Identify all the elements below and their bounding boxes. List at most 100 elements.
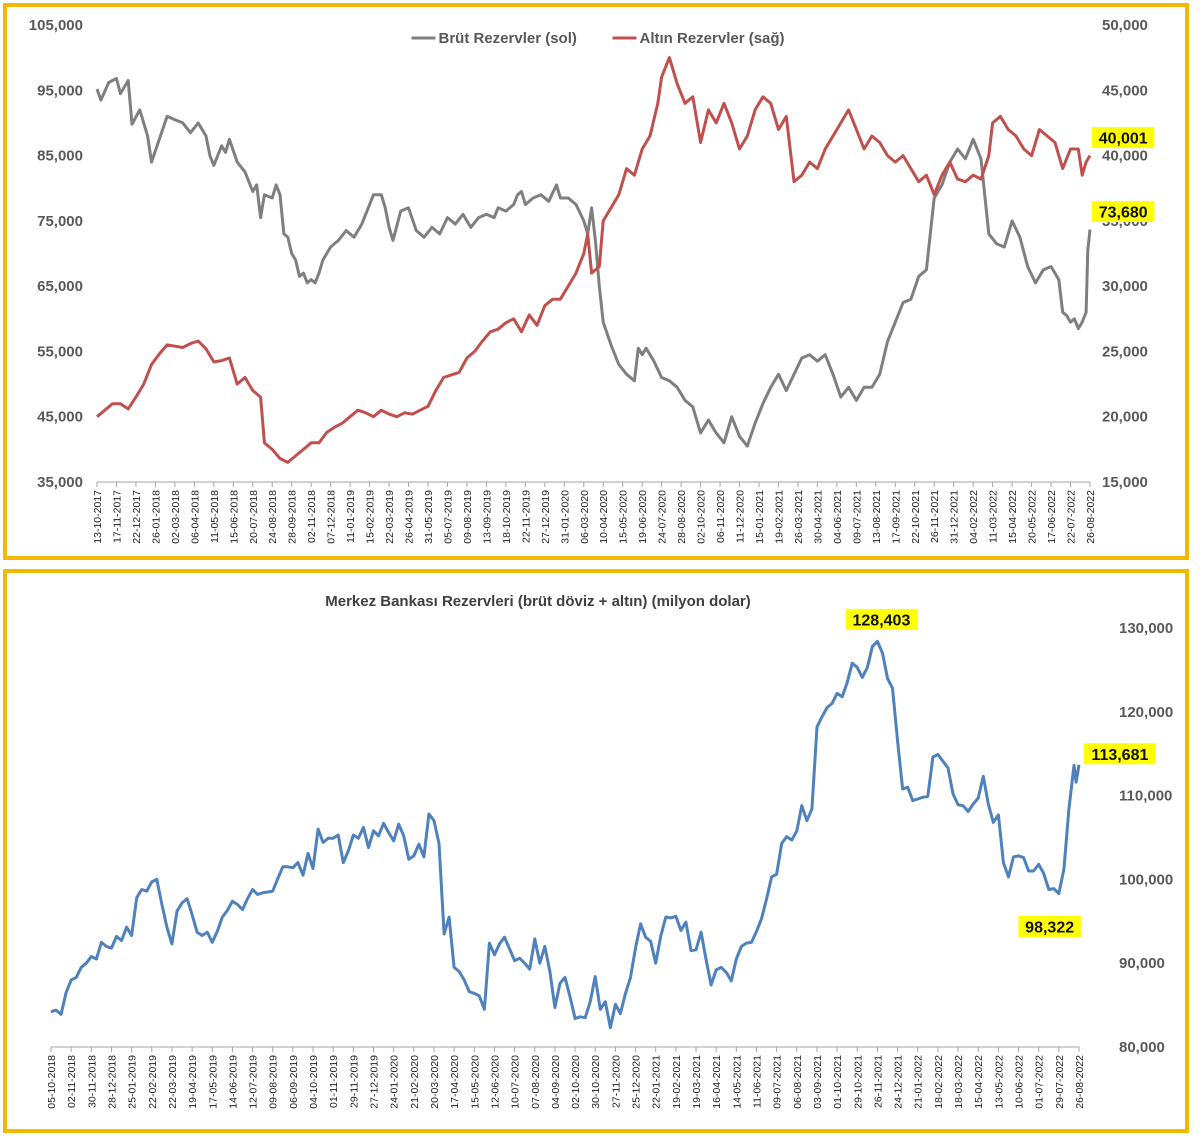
- x-tick-label: 30-04-2021: [812, 490, 824, 544]
- x-tick-label: 02-11-2018: [66, 1055, 78, 1108]
- x-tick-label: 01-10-2021: [832, 1055, 844, 1109]
- x-tick-label: 17-04-2020: [449, 1055, 461, 1109]
- y-left-tick-label: 75,000: [37, 213, 83, 230]
- x-tick-label: 15-05-2020: [618, 490, 630, 544]
- y-left-tick-label: 85,000: [37, 148, 83, 165]
- x-tick-label: 15-04-2022: [1007, 490, 1019, 544]
- x-tick-label: 15-04-2022: [973, 1055, 985, 1109]
- x-tick-label: 30-11-2018: [86, 1055, 98, 1108]
- x-tick-label: 09-08-2019: [268, 1055, 280, 1109]
- chart-panel-total-reserves: Merkez Bankası Rezervleri (brüt döviz + …: [3, 569, 1189, 1133]
- x-tick-label: 31-05-2019: [423, 490, 435, 544]
- x-tick-label: 19-02-2021: [671, 1055, 683, 1109]
- series-line-br-t-rezervler-sol: [95, 77, 1092, 448]
- y-left-tick-label: 65,000: [37, 278, 83, 295]
- x-tick-label: 26-03-2021: [793, 490, 805, 544]
- x-tick-label: 11-03-2022: [988, 490, 1000, 543]
- x-tick-label: 18-10-2019: [501, 490, 513, 544]
- x-tick-label: 15-06-2018: [228, 490, 240, 544]
- x-tick-label: 29-11-2019: [348, 1055, 360, 1108]
- x-tick-label: 09-08-2019: [462, 490, 474, 544]
- x-tick-label: 07-12-2018: [326, 490, 338, 544]
- x-tick-label: 28-08-2020: [676, 490, 688, 544]
- x-tick-label: 04-09-2020: [550, 1055, 562, 1109]
- x-tick-label: 10-04-2020: [598, 490, 610, 544]
- x-tick-label: 06-08-2021: [792, 1055, 804, 1109]
- callout-40-001-highlight: [1092, 127, 1155, 149]
- x-tick-label: 27-12-2019: [369, 1055, 381, 1109]
- x-tick-label: 25-01-2019: [127, 1055, 139, 1109]
- x-tick-label: 14-06-2019: [227, 1055, 239, 1109]
- x-tick-label: 11-01-2019: [345, 490, 357, 543]
- x-tick-label: 22-11-2019: [520, 490, 532, 543]
- x-tick-label: 27-12-2019: [540, 490, 552, 544]
- y-right-tick-label: 120,000: [1119, 704, 1173, 721]
- x-tick-label: 22-01-2021: [651, 1055, 663, 1109]
- x-tick-label: 17-11-2017: [111, 490, 123, 543]
- x-tick-label: 03-09-2021: [812, 1055, 824, 1109]
- x-tick-label: 16-04-2021: [711, 1055, 723, 1109]
- x-tick-label: 13-05-2022: [993, 1055, 1005, 1109]
- x-tick-label: 18-02-2022: [933, 1055, 945, 1109]
- x-tick-label: 06-03-2020: [579, 490, 591, 544]
- x-tick-label: 27-11-2020: [610, 1055, 622, 1108]
- x-tick-label: 19-06-2020: [637, 490, 649, 544]
- x-tick-label: 04-02-2022: [968, 490, 980, 544]
- callout-98-322-highlight: [1018, 915, 1081, 937]
- x-axis: 13-10-2017 17-11-2017 22-12-2017 26-01-2018…: [92, 482, 1097, 544]
- x-tick-label: 18-03-2022: [953, 1055, 965, 1109]
- x-tick-label: 22-10-2021: [910, 490, 922, 544]
- x-tick-label: 05-07-2019: [442, 490, 454, 544]
- y-right-tick-label: 50,000: [1102, 17, 1148, 34]
- x-tick-label: 24-08-2018: [267, 490, 279, 544]
- y-right-tick-label: 80,000: [1119, 1039, 1165, 1056]
- x-tick-label: 11-06-2021: [751, 1055, 763, 1108]
- y-left-tick-label: 35,000: [37, 474, 83, 491]
- x-tick-label: 24-07-2020: [657, 490, 669, 544]
- x-tick-label: 02-11-2018: [306, 490, 318, 543]
- x-tick-label: 13-09-2019: [481, 490, 493, 544]
- callout-73-680-highlight: [1092, 200, 1155, 222]
- x-tick-label: 01-11-2019: [328, 1055, 340, 1108]
- x-tick-label: 26-04-2019: [404, 490, 416, 544]
- callout-113-681: 113,681: [1091, 747, 1148, 764]
- y-axis-right: 15,00020,00025,00030,00035,00040,00045,0…: [1102, 17, 1148, 491]
- x-tick-label: 20-07-2018: [248, 490, 260, 544]
- y-right-tick-label: 100,000: [1119, 871, 1173, 888]
- x-tick-label: 09-07-2021: [772, 1055, 784, 1109]
- x-tick-label: 28-12-2018: [106, 1055, 118, 1109]
- series-line-alt-n-rezervler-sa: [96, 56, 1092, 464]
- callout-98-322: 98,322: [1025, 919, 1074, 936]
- x-axis: 05-10-2018 02-11-2018 30-11-2018 28-12-2018…: [46, 1047, 1086, 1109]
- x-tick-label: 21-01-2022: [913, 1055, 925, 1109]
- x-tick-label: 26-11-2021: [872, 1055, 884, 1108]
- x-tick-label: 26-01-2018: [150, 490, 162, 544]
- x-tick-label: 22-12-2017: [131, 490, 143, 544]
- x-tick-label: 28-09-2018: [287, 490, 299, 544]
- x-tick-label: 15-05-2020: [469, 1055, 481, 1109]
- y-right-tick-label: 25,000: [1102, 343, 1148, 360]
- x-tick-label: 13-08-2021: [871, 490, 883, 544]
- y-left-tick-label: 45,000: [37, 409, 83, 426]
- x-tick-label: 24-01-2020: [389, 1055, 401, 1109]
- x-tick-label: 02-10-2020: [570, 1055, 582, 1109]
- y-left-tick-label: 55,000: [37, 343, 83, 360]
- x-tick-label: 26-08-2022: [1085, 490, 1097, 544]
- x-tick-label: 20-03-2020: [429, 1055, 441, 1109]
- x-tick-label: 14-05-2021: [731, 1055, 743, 1109]
- x-tick-label: 12-06-2020: [489, 1055, 501, 1109]
- x-tick-label: 22-03-2019: [384, 490, 396, 544]
- x-tick-label: 11-05-2018: [209, 490, 221, 543]
- series-line-total-reserves: [50, 639, 1081, 1030]
- x-tick-label: 20-05-2022: [1027, 490, 1039, 544]
- legend: Brüt Rezervler (sol) Altın Rezervler (sağ…: [411, 30, 785, 47]
- x-tick-label: 15-02-2019: [365, 490, 377, 544]
- x-tick-label: 11-12-2020: [735, 490, 747, 543]
- x-tick-label: 22-03-2019: [167, 1055, 179, 1109]
- x-tick-label: 19-03-2021: [691, 1055, 703, 1109]
- x-tick-label: 17-06-2022: [1046, 490, 1058, 544]
- x-tick-label: 02-03-2018: [170, 490, 182, 544]
- x-tick-label: 02-10-2020: [696, 490, 708, 544]
- x-tick-label: 04-06-2021: [832, 490, 844, 544]
- callout-128-403: 128,403: [853, 612, 911, 629]
